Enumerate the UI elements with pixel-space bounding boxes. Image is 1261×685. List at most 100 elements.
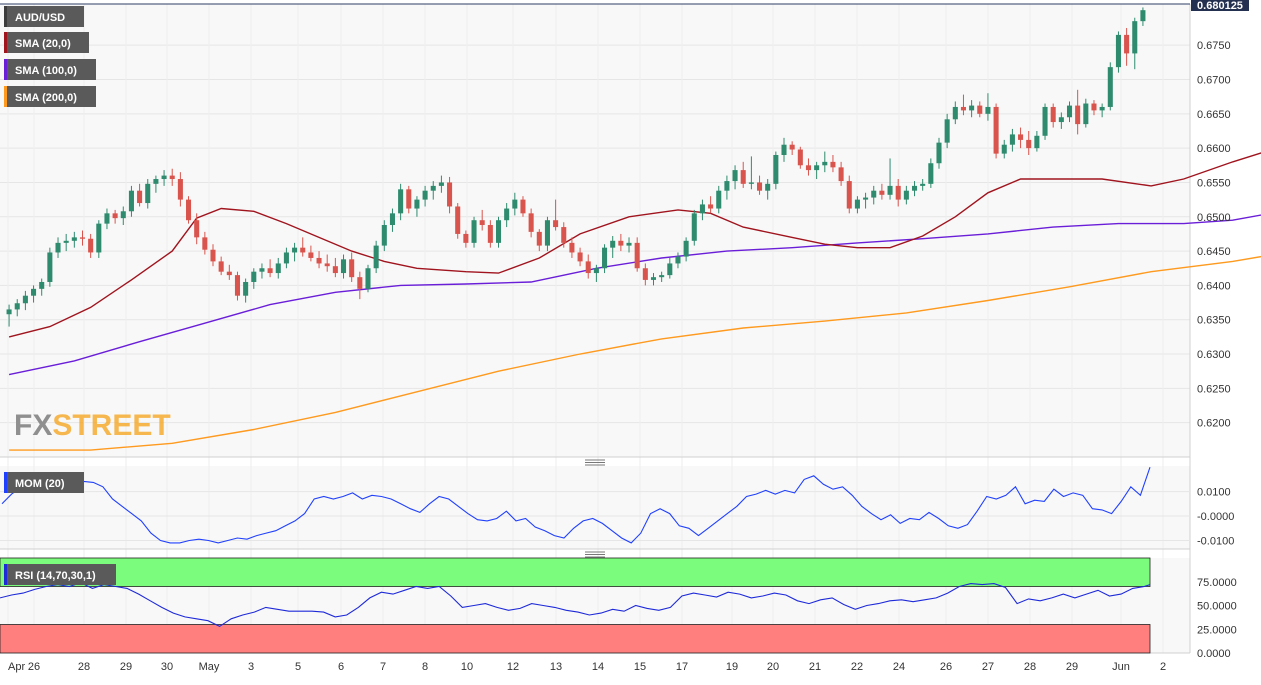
candle-down[interactable]: [316, 251, 322, 269]
legend-mom[interactable]: MOM (20): [4, 472, 84, 493]
candle-up[interactable]: [259, 263, 265, 279]
candle-down[interactable]: [300, 237, 306, 257]
candle-up[interactable]: [781, 137, 787, 162]
candle-up[interactable]: [920, 179, 926, 191]
candle-down[interactable]: [838, 161, 844, 186]
candle-up[interactable]: [1066, 101, 1073, 123]
candle-down[interactable]: [463, 230, 469, 248]
candle-down[interactable]: [895, 179, 901, 207]
candle-up[interactable]: [495, 216, 502, 248]
candle-up[interactable]: [275, 257, 281, 279]
candle-down[interactable]: [789, 141, 795, 155]
candle-down[interactable]: [79, 230, 86, 246]
candle-down[interactable]: [797, 146, 803, 169]
candle-up[interactable]: [471, 216, 477, 248]
candle-up[interactable]: [650, 273, 657, 286]
candle-up[interactable]: [773, 151, 779, 190]
candle-down[interactable]: [186, 196, 192, 224]
candle-up[interactable]: [936, 137, 942, 169]
candle-up[interactable]: [128, 185, 134, 217]
candle-up[interactable]: [659, 271, 665, 282]
candle-down[interactable]: [455, 203, 461, 239]
candle-down[interactable]: [642, 263, 648, 286]
candle-down[interactable]: [267, 259, 273, 278]
legend-main[interactable]: AUD/USD: [4, 6, 84, 27]
candle-up[interactable]: [683, 237, 689, 262]
candle-down[interactable]: [830, 155, 836, 173]
candle-down[interactable]: [479, 209, 485, 231]
candle-up[interactable]: [153, 175, 159, 193]
candle-down[interactable]: [324, 254, 330, 272]
candle-up[interactable]: [1132, 17, 1138, 70]
legend-rsi[interactable]: RSI (14,70,30,1): [4, 564, 116, 585]
price-pane[interactable]: [0, 4, 1190, 457]
candle-down[interactable]: [226, 264, 232, 280]
candle-up[interactable]: [292, 242, 298, 262]
candle-down[interactable]: [585, 254, 591, 279]
candle-up[interactable]: [667, 257, 673, 279]
candle-up[interactable]: [504, 203, 510, 228]
candle-up[interactable]: [1107, 62, 1113, 111]
candle-down[interactable]: [169, 168, 175, 186]
candle-up[interactable]: [903, 185, 909, 205]
candle-up[interactable]: [55, 237, 61, 258]
candle-down[interactable]: [218, 256, 224, 276]
candle-up[interactable]: [699, 199, 705, 221]
candle-down[interactable]: [757, 175, 763, 195]
candle-up[interactable]: [22, 290, 28, 311]
candle-up[interactable]: [593, 264, 599, 282]
candle-up[interactable]: [716, 185, 722, 214]
candle-down[interactable]: [618, 233, 624, 252]
candle-down[interactable]: [528, 208, 534, 238]
candle-up[interactable]: [1099, 103, 1105, 118]
candle-down[interactable]: [1026, 130, 1032, 155]
candle-up[interactable]: [63, 233, 69, 252]
candle-up[interactable]: [39, 278, 45, 296]
candle-down[interactable]: [487, 220, 493, 248]
candle-up[interactable]: [96, 220, 102, 258]
candle-up[interactable]: [732, 165, 738, 190]
candle-up[interactable]: [1115, 31, 1121, 73]
candle-down[interactable]: [805, 158, 812, 176]
candle-up[interactable]: [944, 113, 950, 149]
candle-up[interactable]: [748, 156, 754, 190]
candle-up[interactable]: [414, 196, 420, 217]
candle-down[interactable]: [536, 229, 542, 252]
candle-up[interactable]: [251, 268, 257, 289]
legend-sma100[interactable]: SMA (100,0): [4, 59, 96, 80]
candle-up[interactable]: [822, 151, 828, 173]
candle-down[interactable]: [202, 231, 208, 255]
candle-up[interactable]: [952, 101, 958, 125]
candle-down[interactable]: [520, 196, 526, 217]
candle-up[interactable]: [161, 170, 167, 186]
candle-up[interactable]: [1042, 103, 1048, 140]
legend-sma20[interactable]: SMA (20,0): [4, 32, 89, 53]
candle-up[interactable]: [47, 247, 53, 287]
candle-down[interactable]: [308, 245, 314, 262]
candle-down[interactable]: [447, 176, 453, 214]
candle-up[interactable]: [1034, 130, 1040, 152]
candle-up[interactable]: [854, 196, 860, 214]
candle-up[interactable]: [31, 285, 37, 303]
candle-down[interactable]: [708, 196, 714, 214]
candle-down[interactable]: [357, 271, 363, 300]
candle-up[interactable]: [145, 179, 151, 209]
candle-down[interactable]: [879, 183, 885, 200]
candle-down[interactable]: [977, 101, 983, 118]
candle-up[interactable]: [283, 247, 289, 269]
candle-down[interactable]: [112, 209, 118, 224]
candle-up[interactable]: [610, 235, 616, 258]
momentum-pane[interactable]: [0, 466, 1190, 549]
candle-up[interactable]: [1140, 7, 1146, 26]
candle-down[interactable]: [561, 222, 567, 248]
candle-down[interactable]: [634, 237, 640, 272]
pane-splitter-2[interactable]: [585, 551, 605, 558]
candle-up[interactable]: [985, 93, 991, 121]
candle-down[interactable]: [210, 244, 216, 267]
candle-down[interactable]: [846, 175, 852, 214]
candle-up[interactable]: [340, 254, 347, 279]
candle-up[interactable]: [512, 192, 518, 216]
candle-up[interactable]: [602, 244, 608, 274]
candle-up[interactable]: [863, 192, 869, 209]
candle-down[interactable]: [1018, 127, 1024, 149]
